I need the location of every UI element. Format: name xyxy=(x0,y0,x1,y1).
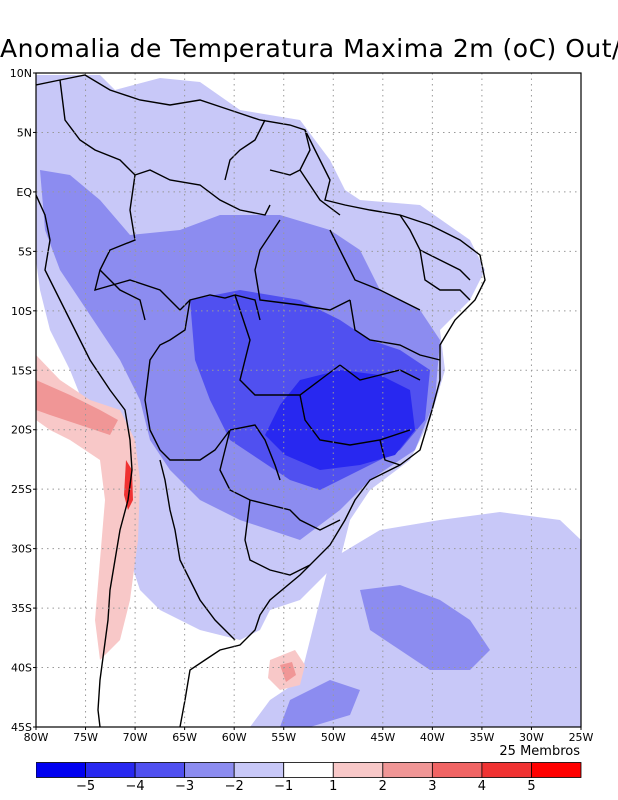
lat-tick-label: 10S xyxy=(11,305,32,318)
anomaly-zone-positive-light xyxy=(36,355,140,660)
lat-tick-label: 35S xyxy=(11,602,32,615)
colorbar-label: −1 xyxy=(274,779,294,794)
colorbar-swatch xyxy=(431,762,483,778)
anomaly-shading xyxy=(36,75,581,727)
colorbar-swatch xyxy=(233,762,285,778)
lon-tick-label: 65W xyxy=(172,731,197,744)
colorbar-label: −3 xyxy=(175,779,195,794)
lat-tick-label: 10N xyxy=(10,67,32,80)
lat-tick-label: 25S xyxy=(11,483,32,496)
lon-tick-label: 55W xyxy=(271,731,296,744)
lon-tick-label: 80W xyxy=(24,731,49,744)
colorbar-label: 1 xyxy=(329,779,338,794)
colorbar-swatch xyxy=(531,762,582,778)
anomaly-zone-medium-south xyxy=(280,680,360,727)
anomaly-zone-light-east xyxy=(540,660,581,710)
lat-tick-label: 5N xyxy=(17,126,32,139)
colorbar-label: 4 xyxy=(477,779,487,794)
coastlines-borders xyxy=(36,74,486,727)
members-label: 25 Membros xyxy=(499,744,580,759)
lon-tick-label: 45W xyxy=(370,731,395,744)
lat-tick-label: 5S xyxy=(18,245,32,258)
lon-tick-label: 40W xyxy=(420,731,445,744)
colorbar-label: −4 xyxy=(125,779,145,794)
colorbar-swatch xyxy=(481,762,532,778)
map-title: Anomalia de Temperatura Maxima 2m (oC) O… xyxy=(0,34,618,63)
latitude-labels: 10N 5N EQ 5S 10S 15S 20S 25S 30S 35S 40S 45S xyxy=(10,67,36,734)
lon-tick-label: 75W xyxy=(73,731,98,744)
lat-tick-label: 45S xyxy=(11,721,32,734)
lon-tick-label: 35W xyxy=(469,731,494,744)
lat-tick-label: 40S xyxy=(11,662,32,675)
lon-tick-label: 70W xyxy=(123,731,148,744)
lat-tick-label: 30S xyxy=(11,543,32,556)
colorbar-swatch xyxy=(85,762,136,778)
longitude-labels: 80W 75W 70W 65W 60W 55W 50W 45W 40W 35W 30W 25W xyxy=(24,727,594,744)
colorbar-swatch xyxy=(332,762,384,778)
lon-tick-label: 60W xyxy=(222,731,247,744)
map-frame xyxy=(35,72,582,728)
lon-tick-label: 30W xyxy=(519,731,544,744)
lon-tick-label: 25W xyxy=(569,731,594,744)
colorbar-label: −2 xyxy=(224,779,244,794)
lat-tick-label: 20S xyxy=(11,424,32,437)
anomaly-zone-very-strong xyxy=(265,370,415,470)
colorbar-swatch xyxy=(283,762,334,778)
lon-tick-label: 50W xyxy=(321,731,346,744)
colorbar-swatch xyxy=(382,762,433,778)
lat-tick-label: 15S xyxy=(11,364,32,377)
colorbar-swatch xyxy=(36,762,86,778)
anomaly-zone-positive xyxy=(36,380,118,435)
colorbar-label: −5 xyxy=(75,779,96,794)
colorbar-swatch xyxy=(134,762,186,778)
colorbar-swatch xyxy=(184,762,235,778)
colorbar-label: 2 xyxy=(378,779,387,794)
colorbar-label: 5 xyxy=(527,779,536,794)
colorbar xyxy=(36,762,582,778)
anomaly-zone-positive-strong xyxy=(124,460,133,510)
anomaly-zone-medium-ocean xyxy=(360,585,490,670)
colorbar-label: 3 xyxy=(428,779,437,794)
lat-tick-label: EQ xyxy=(16,186,32,199)
